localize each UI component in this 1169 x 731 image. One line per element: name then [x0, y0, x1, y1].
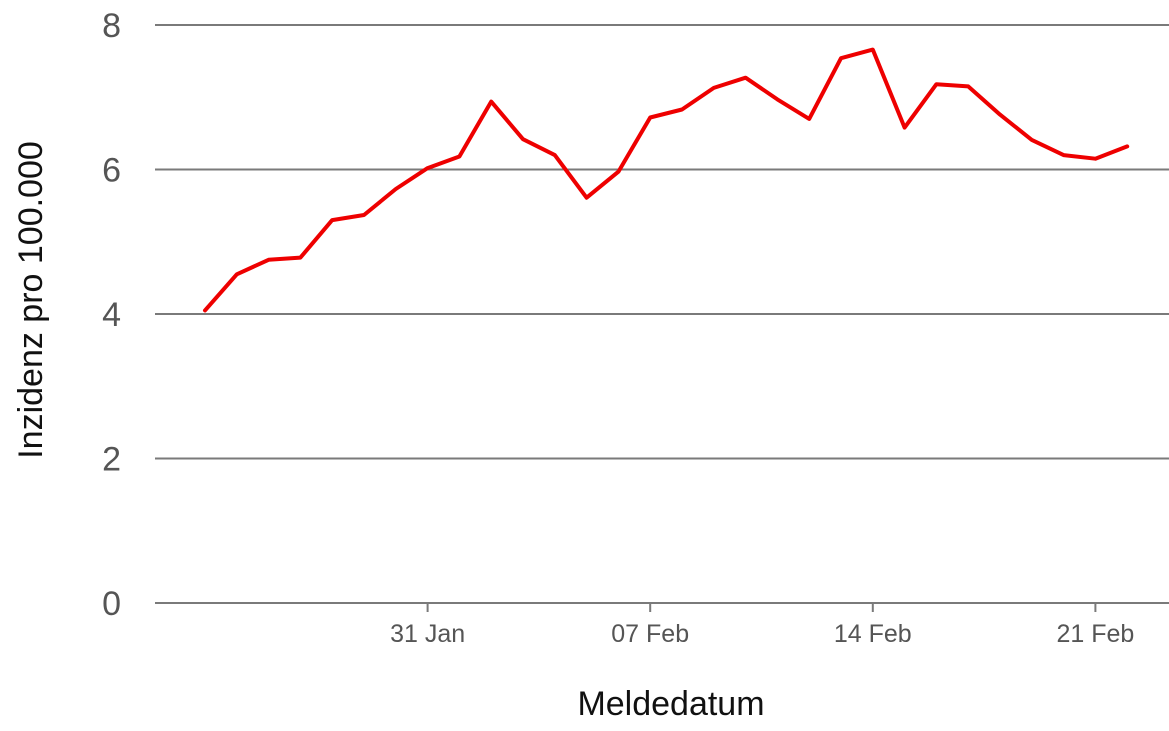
incidence-series-line — [203, 47, 1130, 313]
y-tick-label: 2 — [102, 441, 121, 479]
x-axis: 31 Jan 07 Feb 14 Feb 21 Feb — [390, 603, 1134, 648]
y-tick-label: 4 — [102, 296, 121, 334]
y-axis-ticks: 0 2 4 6 8 — [102, 7, 121, 623]
x-axis-label: Meldedatum — [577, 685, 764, 723]
gridlines — [155, 24, 1169, 604]
x-tick-label: 14 Feb — [834, 620, 912, 648]
y-axis-label: Inzidenz pro 100.000 — [12, 141, 50, 459]
x-tick-label: 31 Jan — [390, 620, 465, 648]
y-tick-label: 8 — [102, 7, 121, 45]
data-series — [203, 47, 1130, 313]
x-tick-label: 07 Feb — [611, 620, 689, 648]
x-tick-label: 21 Feb — [1056, 620, 1134, 648]
y-tick-label: 0 — [102, 585, 121, 623]
y-tick-label: 6 — [102, 152, 121, 190]
